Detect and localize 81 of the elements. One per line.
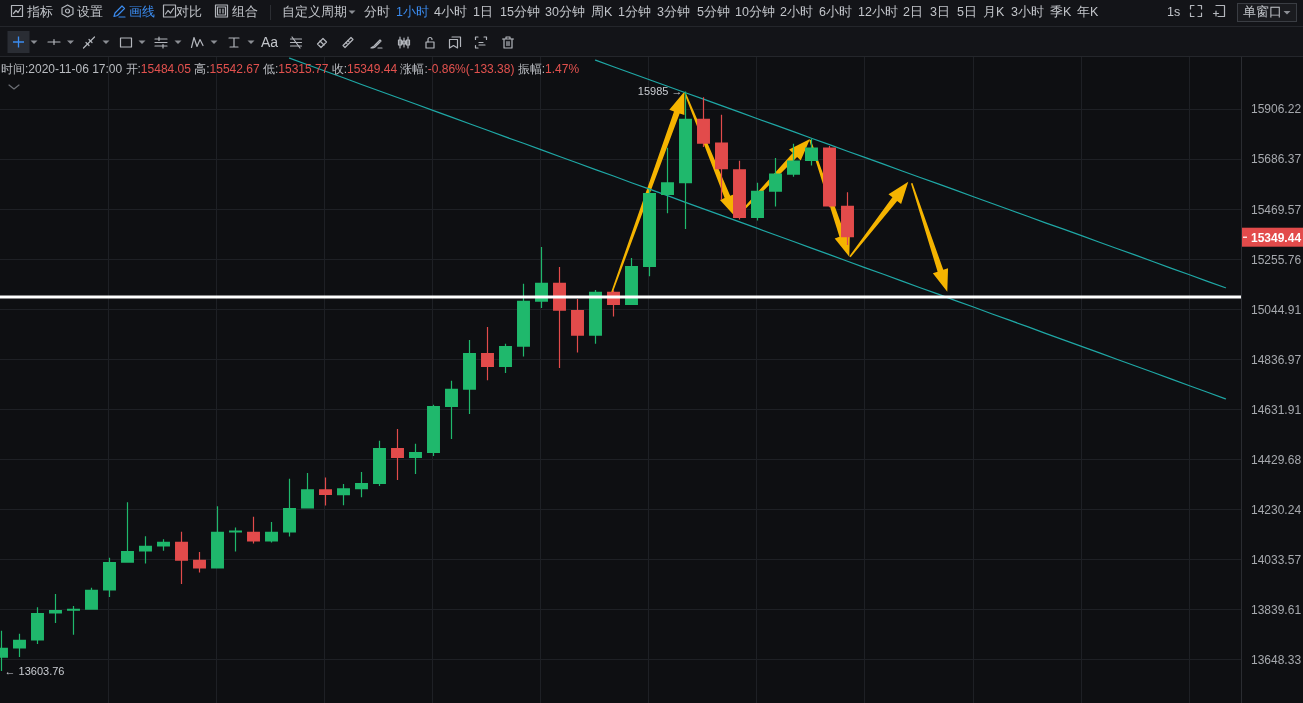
y-tick-label: 14836.97 bbox=[1251, 352, 1302, 367]
candlestick bbox=[445, 380, 458, 440]
text: 年K bbox=[1077, 4, 1099, 19]
text: 1分钟 bbox=[618, 4, 651, 19]
candlestick bbox=[121, 502, 134, 563]
candlestick bbox=[841, 192, 854, 246]
candlestick bbox=[193, 551, 206, 573]
text: 组合 bbox=[232, 4, 258, 19]
candlestick bbox=[211, 506, 224, 569]
candlestick bbox=[283, 478, 296, 537]
candlestick bbox=[463, 339, 476, 415]
text: 对比 bbox=[176, 4, 202, 19]
candlestick bbox=[571, 298, 584, 353]
candlestick bbox=[769, 157, 782, 207]
y-tick-label: 15255.76 bbox=[1251, 252, 1302, 267]
candlestick bbox=[391, 428, 404, 481]
candlestick bbox=[499, 343, 512, 374]
candlestick bbox=[67, 606, 80, 635]
text: 单窗口 bbox=[1243, 3, 1282, 19]
candlestick bbox=[157, 539, 170, 551]
text: 3日 bbox=[930, 4, 950, 19]
text: 周K bbox=[591, 4, 613, 19]
candlestick bbox=[751, 182, 764, 221]
candlestick bbox=[661, 147, 674, 214]
text: 设置 bbox=[77, 4, 103, 19]
candlestick bbox=[355, 472, 368, 498]
candlestick bbox=[85, 587, 98, 610]
text: 10分钟 bbox=[735, 4, 775, 19]
text: 5日 bbox=[957, 4, 977, 19]
candlestick bbox=[31, 607, 44, 645]
annotation: 15985 → bbox=[637, 85, 683, 98]
candlestick bbox=[319, 477, 332, 506]
text: 3小时 bbox=[1011, 4, 1044, 19]
candlestick bbox=[175, 531, 188, 585]
candlestick bbox=[823, 146, 836, 208]
y-tick-label: 14230.24 bbox=[1251, 502, 1302, 517]
text: 3分钟 bbox=[657, 4, 690, 19]
candlestick bbox=[337, 484, 350, 506]
y-tick-label: 15686.37 bbox=[1251, 152, 1302, 167]
y-tick-label: 14429.68 bbox=[1251, 452, 1302, 467]
candlestick bbox=[301, 473, 314, 509]
text: 季K bbox=[1050, 4, 1072, 19]
y-tick-label: 14033.57 bbox=[1251, 552, 1302, 567]
candlestick bbox=[373, 440, 386, 487]
candlestick bbox=[103, 557, 116, 597]
candlestick bbox=[643, 188, 656, 277]
candlestick bbox=[697, 97, 710, 147]
annotation: ← 13603.76 bbox=[4, 664, 65, 677]
candlestick bbox=[517, 283, 530, 357]
candlestick bbox=[49, 594, 62, 623]
candlestick bbox=[427, 404, 440, 456]
text: 自定义周期 bbox=[282, 4, 347, 19]
y-tick-label: 14631.91 bbox=[1251, 402, 1302, 417]
text: 2日 bbox=[903, 4, 923, 19]
y-tick-label: 15906.22 bbox=[1251, 102, 1302, 117]
text: 5分钟 bbox=[697, 4, 730, 19]
text: 15分钟 bbox=[500, 4, 540, 19]
text: 6小时 bbox=[819, 4, 852, 19]
text: 分时 bbox=[364, 4, 390, 19]
candlestick bbox=[679, 91, 692, 229]
candlestick bbox=[13, 633, 26, 657]
text: 12小时 bbox=[858, 4, 898, 19]
text: 2小时 bbox=[780, 4, 813, 19]
text: 指标 bbox=[26, 4, 53, 19]
y-tick-label: 15044.91 bbox=[1251, 302, 1302, 317]
text: 15349.44 bbox=[1251, 230, 1302, 245]
text: 1日 bbox=[473, 4, 493, 19]
text: 画线 bbox=[129, 4, 155, 19]
text: Aa bbox=[261, 33, 279, 50]
y-tick-label: 13839.61 bbox=[1251, 602, 1302, 617]
candlestick bbox=[805, 138, 818, 166]
candlestick bbox=[481, 326, 494, 381]
y-tick-label: 13648.33 bbox=[1251, 652, 1302, 667]
text: 1s bbox=[1167, 4, 1181, 19]
text: 4小时 bbox=[434, 4, 467, 19]
text: 1小时 bbox=[396, 4, 429, 19]
candlestick bbox=[787, 143, 800, 177]
text: 月K bbox=[983, 4, 1005, 19]
y-tick-label: 15469.57 bbox=[1251, 202, 1302, 217]
text: 30分钟 bbox=[545, 4, 585, 19]
candlestick bbox=[733, 160, 746, 220]
